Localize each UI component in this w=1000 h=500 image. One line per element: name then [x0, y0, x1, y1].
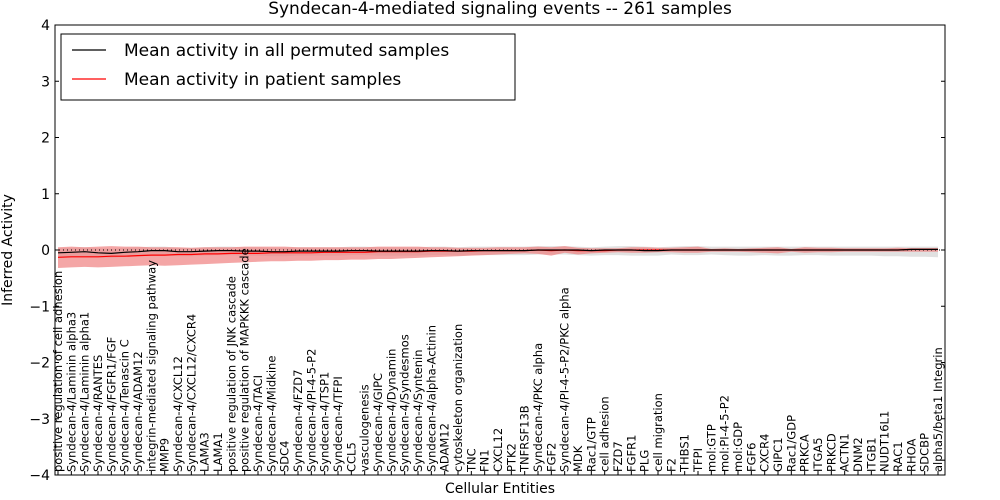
- category-label: Syndecan-4/Syntenin: [411, 349, 425, 472]
- category-label: SDCBP: [918, 433, 932, 472]
- y-tick-label: −2: [29, 356, 50, 372]
- category-label: FZD7: [611, 441, 625, 472]
- category-label: integrin-mediated signaling pathway: [144, 260, 158, 472]
- plot-frame: [54, 24, 946, 476]
- category-label: Syndecan-4/Laminin alpha3: [64, 312, 78, 472]
- category-label: FGF6: [744, 443, 758, 472]
- category-label: LAMA1: [211, 432, 225, 472]
- category-label: Syndecan-4/RANTES: [91, 355, 105, 472]
- category-label: GIPC1: [771, 437, 785, 472]
- category-label: Syndecan-4/Midkine: [264, 356, 278, 472]
- legend: Mean activity in all permuted samples Me…: [60, 33, 516, 101]
- category-label: positive regulation of JNK cascade: [224, 276, 238, 472]
- category-label: RHOA: [904, 439, 918, 472]
- category-label: Syndecan-4/CXCL12: [171, 356, 185, 472]
- category-label: mol:PI-4-5-P2: [718, 395, 732, 472]
- category-label: Syndecan-4/TSP1: [318, 372, 332, 472]
- category-label: CXCR4: [758, 434, 772, 472]
- category-label: DNM2: [851, 437, 865, 472]
- category-label: Syndecan-4/CXCL12/CXCR4: [184, 314, 198, 472]
- legend-label-permuted: Mean activity in all permuted samples: [124, 41, 449, 61]
- category-label: FGFR1: [624, 435, 638, 472]
- category-label: THBS1: [678, 434, 692, 473]
- y-tick-label: −4: [29, 468, 50, 484]
- category-label: CXCL12: [491, 428, 505, 472]
- category-label: ADAM12: [438, 423, 452, 472]
- legend-box: [60, 33, 516, 101]
- category-label: Syndecan-4/PI-4-5-P2: [304, 349, 318, 472]
- category-labels: positive regulation of cell adhesion Synd…: [51, 248, 945, 475]
- category-label: ACTN1: [838, 433, 852, 472]
- category-label: Rac1/GDP: [784, 415, 798, 472]
- category-label: vasculogenesis: [358, 384, 372, 472]
- category-label: LAMA3: [198, 432, 212, 472]
- y-axis-ticks: 4 3 2 1 0 −1 −2 −3 −4: [29, 18, 945, 484]
- category-label: Syndecan-4/PKC alpha: [531, 343, 545, 472]
- category-label: Rac1/GTP: [584, 417, 598, 472]
- category-label: cell adhesion: [598, 396, 612, 472]
- y-tick-label: 2: [41, 131, 50, 147]
- category-label: cytoskeleton organization: [451, 324, 465, 472]
- category-label: TFPI: [691, 448, 705, 473]
- category-label: TNFRSF13B: [518, 405, 532, 473]
- category-label: PRKCA: [798, 434, 812, 472]
- category-label: Syndecan-4/FZD7: [291, 370, 305, 472]
- category-label: F2: [664, 458, 678, 472]
- category-label: TNC: [464, 448, 478, 473]
- band-patient: [58, 246, 938, 268]
- y-axis-label: Inferred Activity: [0, 194, 16, 306]
- category-label: Syndecan-4/Tenascin C: [118, 339, 132, 472]
- category-label: FGF2: [544, 443, 558, 472]
- category-label: mol:GTP: [704, 424, 718, 472]
- category-label: CCL5: [344, 442, 358, 472]
- y-tick-label: −3: [29, 412, 50, 428]
- category-label: Syndecan-4/GIPC: [371, 373, 385, 472]
- category-label: positive regulation of cell adhesion: [51, 271, 65, 472]
- category-label: Syndecan-4/FGFR1/FGF: [104, 337, 118, 472]
- category-label: Syndecan-4/TFPI: [331, 376, 345, 472]
- y-tick-label: 0: [41, 243, 50, 259]
- legend-label-patient: Mean activity in patient samples: [124, 70, 401, 90]
- category-label: PLG: [638, 450, 652, 472]
- y-tick-label: 4: [41, 18, 50, 34]
- confidence-bands: [58, 246, 938, 268]
- category-label: NUDT16L1: [878, 411, 892, 472]
- category-label: mol:GDP: [731, 422, 745, 472]
- category-label: MDK: [571, 445, 585, 472]
- category-label: PTK2: [504, 443, 518, 472]
- category-label: alpha5/beta1 Integrin: [931, 347, 945, 472]
- category-label: Syndecan-4/Laminin alpha1: [78, 312, 92, 472]
- category-label: Syndecan-4/TACI: [251, 375, 265, 472]
- chart-title: Syndecan-4-mediated signaling events -- …: [268, 0, 732, 19]
- category-label: ITGB1: [864, 437, 878, 472]
- y-tick-label: 3: [41, 74, 50, 90]
- category-label: positive regulation of MAPKKK cascade: [238, 248, 252, 472]
- category-label: MMP9: [158, 438, 172, 472]
- category-label: ITGA5: [811, 437, 825, 472]
- category-label: Syndecan-4/alpha-Actinin: [424, 325, 438, 472]
- y-tick-label: −1: [29, 299, 50, 315]
- category-label: cell migration: [651, 393, 665, 472]
- category-label: Syndecan-4/Dynamin: [384, 349, 398, 472]
- category-label: Syndecan-4/PI-4-5-P2/PKC alpha: [558, 287, 572, 472]
- category-label: PRKCD: [824, 433, 838, 472]
- category-label: Syndecan-4/ADAM12: [131, 351, 145, 472]
- category-label: Syndecan-4/Syndesmos: [398, 334, 412, 472]
- category-label: FN1: [478, 449, 492, 472]
- x-axis-label: Cellular Entities: [445, 481, 555, 497]
- y-tick-label: 1: [41, 187, 50, 203]
- category-label: SDC4: [278, 440, 292, 472]
- category-label: RAC1: [891, 441, 905, 472]
